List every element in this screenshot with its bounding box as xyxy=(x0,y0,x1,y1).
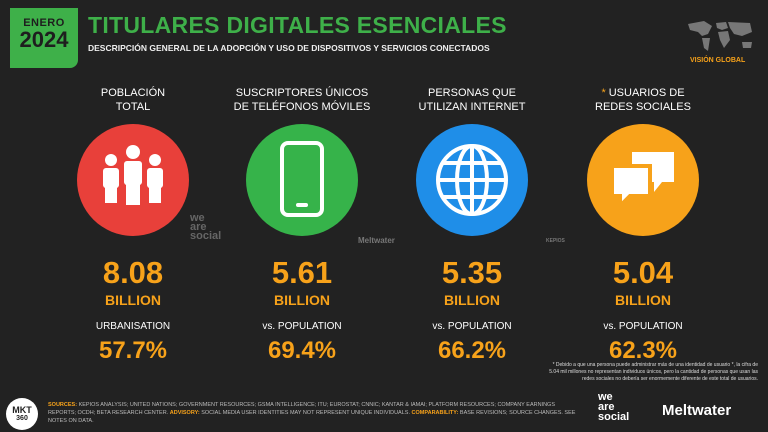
card-label: PERSONAS QUE UTILIZAN INTERNET xyxy=(387,86,557,114)
logo-text: we xyxy=(190,212,205,224)
sources: SOURCES: KEPIOS ANALYSIS; UNITED NATIONS… xyxy=(48,401,578,425)
label-text: DE TELÉFONOS MÓVILES xyxy=(233,101,371,113)
card-unit: BILLION xyxy=(105,292,161,308)
world-map xyxy=(688,21,752,51)
label-line: UTILIZAN INTERNET xyxy=(387,100,557,114)
label-text: REDES SOCIALES xyxy=(595,101,691,113)
card-percent: 57.7% xyxy=(98,337,168,364)
subtitle: DESCRIPCIÓN GENERAL DE LA ADOPCIÓN Y USO… xyxy=(88,43,490,53)
card-percent: 66.2% xyxy=(437,337,507,364)
comparability-label: COMPARABILITY: xyxy=(411,410,459,416)
date-badge: ENERO 2024 xyxy=(10,8,78,68)
card-label: SUSCRIPTORES ÚNICOS DE TELÉFONOS MÓVILES xyxy=(217,86,387,114)
logo-text: are xyxy=(190,221,207,233)
mkt-logo: MKT 360 xyxy=(6,398,38,430)
label-line: TOTAL xyxy=(48,100,218,114)
card-label: * USUARIOS DE REDES SOCIALES xyxy=(558,86,728,114)
card-percent: 69.4% xyxy=(267,337,337,364)
card-unit: BILLION xyxy=(615,292,671,308)
label-text: UTILIZAN INTERNET xyxy=(418,101,526,113)
card-label: POBLACIÓN TOTAL xyxy=(48,86,218,114)
label-line: SUSCRIPTORES ÚNICOS xyxy=(217,86,387,100)
mobile-circle xyxy=(246,124,358,236)
label-text: USUARIOS DE xyxy=(608,87,685,99)
card-unit: BILLION xyxy=(444,292,500,308)
meltwater-logo: Meltwater xyxy=(662,402,732,419)
card-value: 5.35 xyxy=(441,255,503,290)
label-text: SUSCRIPTORES ÚNICOS xyxy=(235,87,369,99)
globe-icon xyxy=(436,144,508,216)
card-sublabel: vs. POPULATION xyxy=(432,321,512,332)
label-line: DE TELÉFONOS MÓVILES xyxy=(217,100,387,114)
label-text: POBLACIÓN xyxy=(100,87,166,99)
badge-month: ENERO xyxy=(23,17,65,29)
footnote: * Debido a que una persona puede adminis… xyxy=(549,362,758,382)
meltwater-mark: Meltwater xyxy=(358,236,395,245)
logo-text: we xyxy=(598,391,613,403)
card-value: 8.08 xyxy=(102,255,164,290)
phone-icon xyxy=(280,141,324,217)
kepios-mark: KEPIOS xyxy=(546,238,565,244)
logo-text: 360 xyxy=(16,415,28,422)
card-sublabel: vs. POPULATION xyxy=(262,321,342,332)
logo-text: social xyxy=(190,230,222,242)
logo-text: MKT xyxy=(12,405,32,415)
label-line: PERSONAS QUE xyxy=(387,86,557,100)
map-label: VISIÓN GLOBAL xyxy=(690,57,746,64)
advisory-label: ADVISORY: xyxy=(169,410,200,416)
people-icon xyxy=(103,145,163,205)
we-are-social-mark: we are social xyxy=(190,212,222,242)
badge-year: 2024 xyxy=(19,27,69,52)
label-line: POBLACIÓN xyxy=(48,86,218,100)
we-are-social-logo: we are social xyxy=(598,391,630,423)
card-sublabel: URBANISATION xyxy=(95,321,171,332)
label-marker: * xyxy=(601,87,606,99)
label-line: * USUARIOS DE xyxy=(558,86,728,100)
comparability-text: BASE REVISIONS; SOURCE CHANGES. SEE NOTE… xyxy=(48,410,576,424)
card-sublabel: vs. POPULATION xyxy=(603,321,683,332)
title: TITULARES DIGITALES ESENCIALES xyxy=(88,12,507,38)
chat-icon xyxy=(610,152,674,211)
label-text: TOTAL xyxy=(115,101,151,113)
sources-label: SOURCES: xyxy=(48,402,78,408)
label-text: PERSONAS QUE xyxy=(427,87,517,99)
card-value: 5.61 xyxy=(271,255,333,290)
logo-text: are xyxy=(598,401,615,413)
card-value: 5.04 xyxy=(612,255,674,290)
sources-text: KEPIOS ANALYSIS; UNITED NATIONS; GOVERNM… xyxy=(48,402,556,416)
advisory-text: SOCIAL MEDIA USER IDENTITIES MAY NOT REP… xyxy=(201,410,410,416)
logo-text: social xyxy=(598,411,630,423)
card-percent: 62.3% xyxy=(608,337,678,364)
label-line: REDES SOCIALES xyxy=(558,100,728,114)
card-unit: BILLION xyxy=(274,292,330,308)
